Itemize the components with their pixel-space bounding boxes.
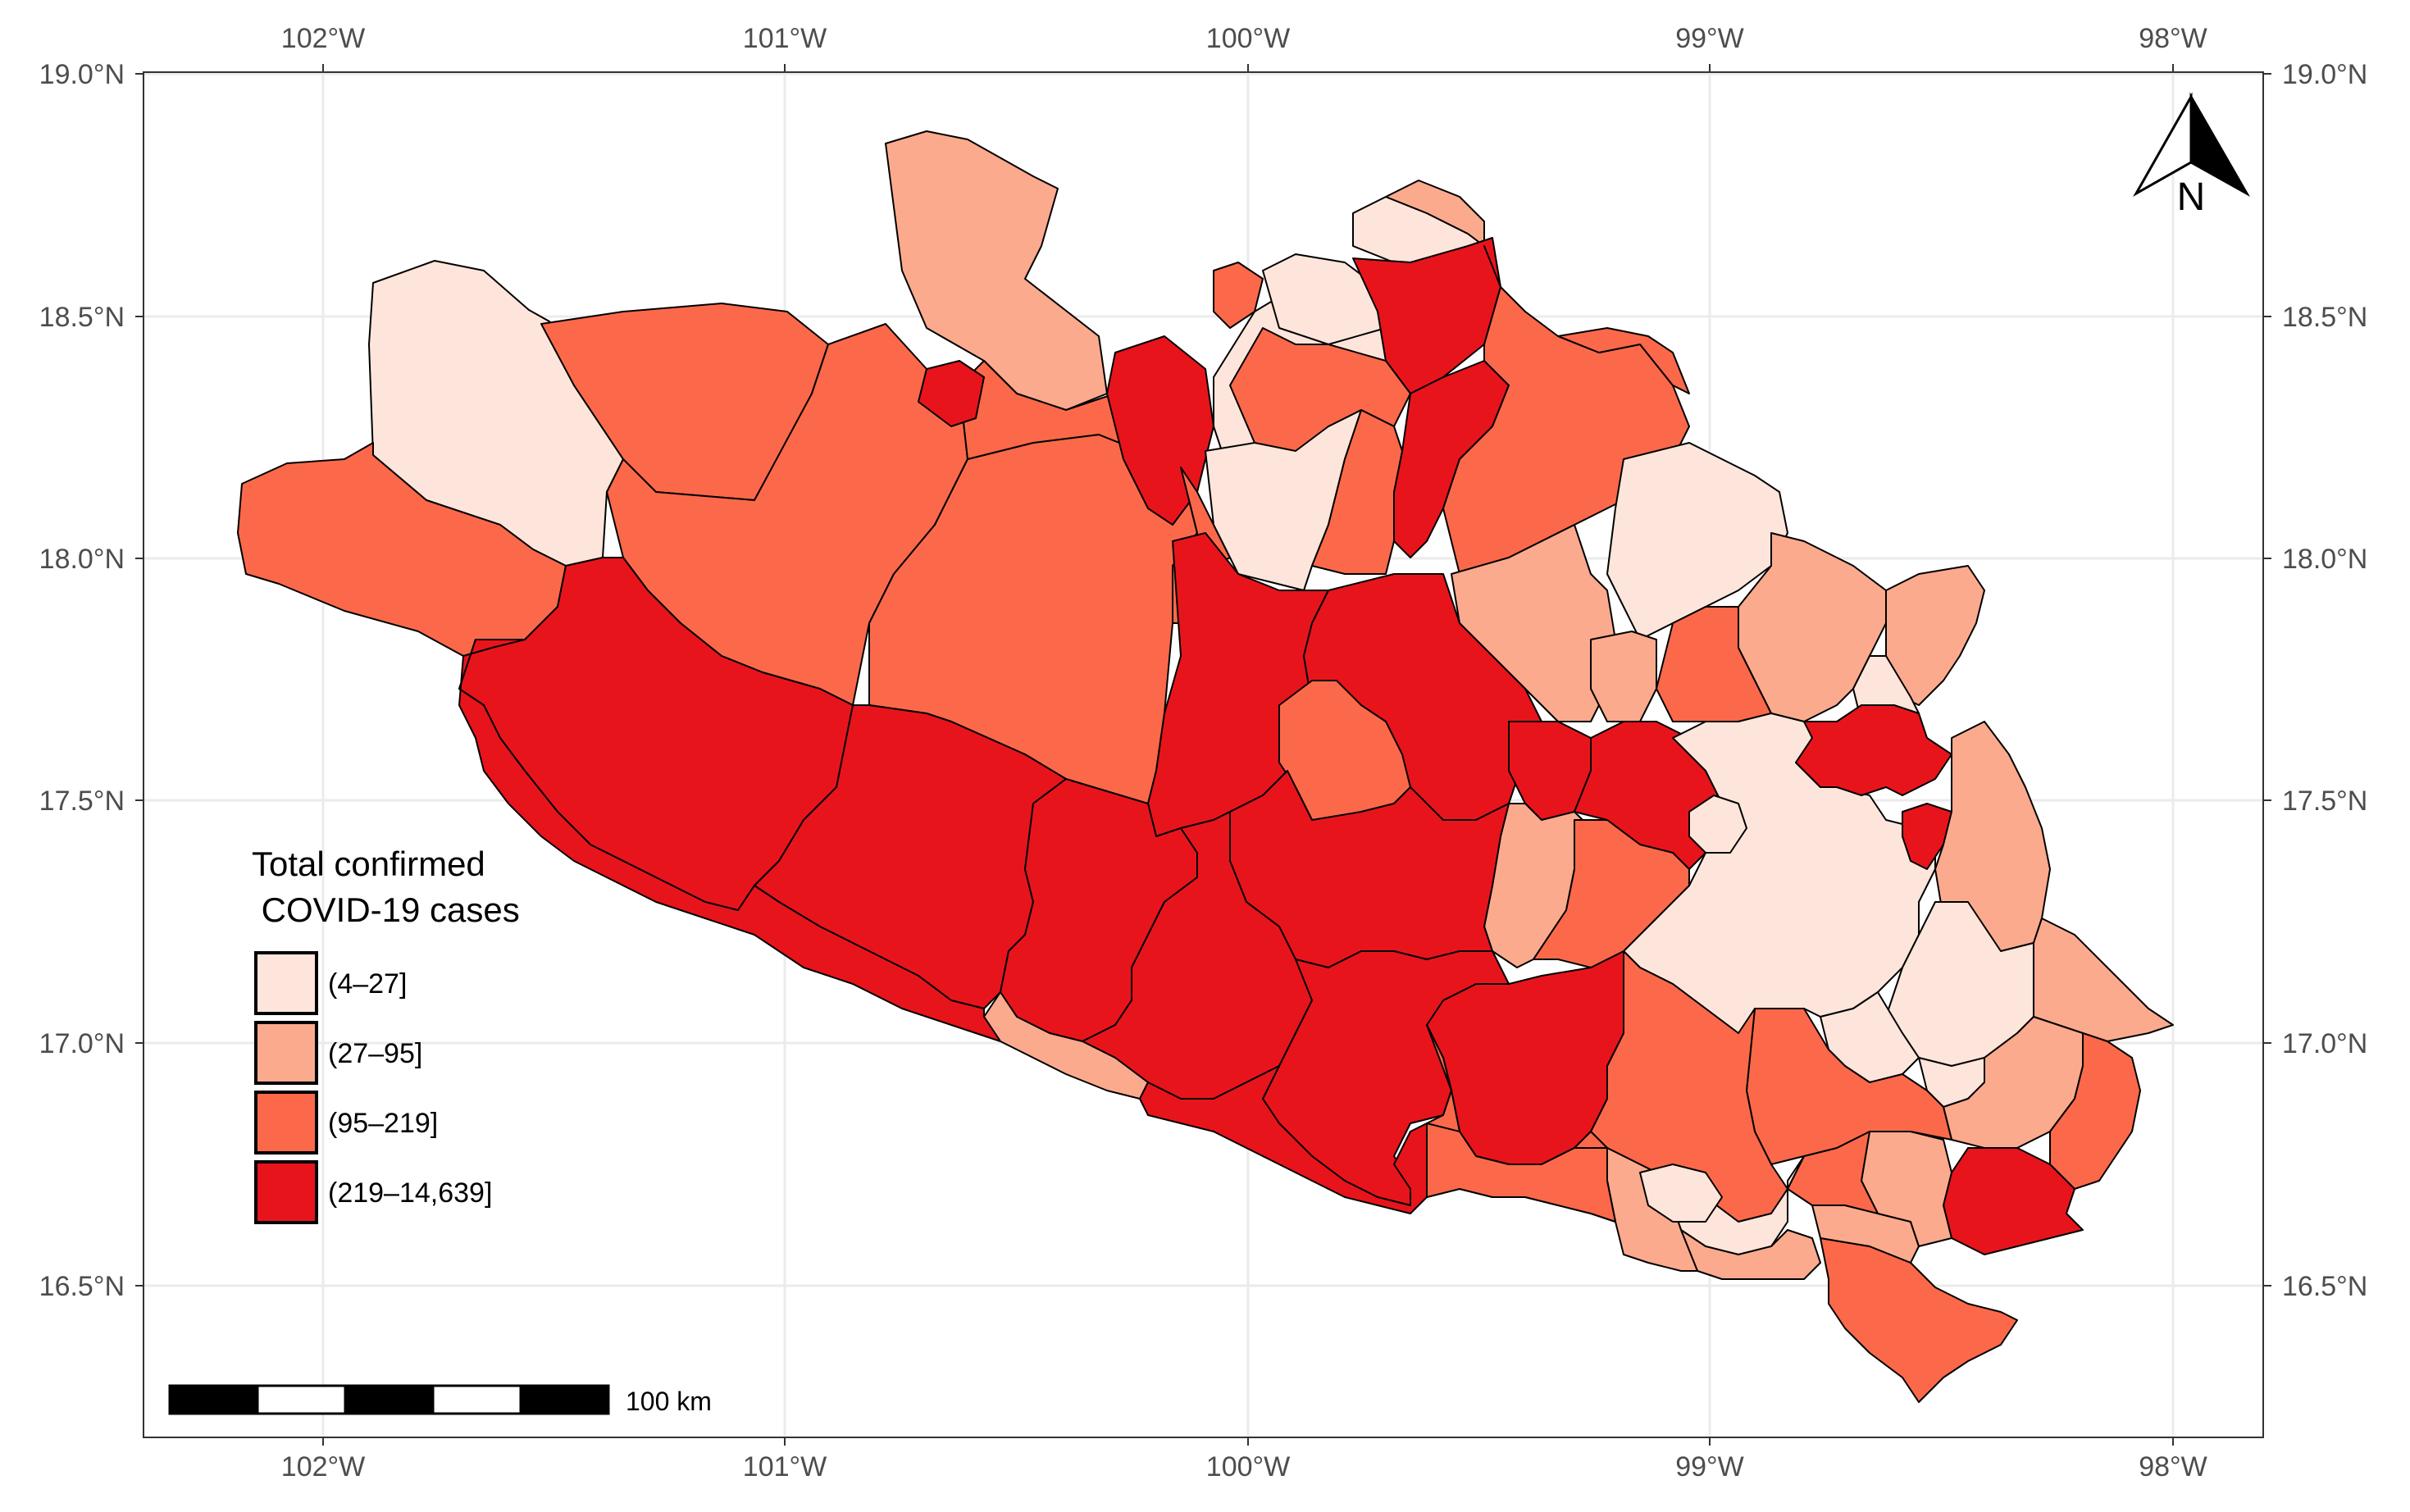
y-tick-right-18: 18.0°N bbox=[2282, 544, 2367, 575]
x-tick-top-98: 98°W bbox=[2139, 23, 2207, 54]
region-light-south-small bbox=[1639, 1164, 1723, 1223]
region-orange-north-c bbox=[1311, 409, 1403, 575]
region-north-peach bbox=[885, 130, 1108, 411]
x-tick-top-100: 100°W bbox=[1206, 23, 1290, 54]
region-orange-northeast-b bbox=[1557, 327, 1690, 394]
scale-bar-outline bbox=[168, 1384, 610, 1415]
scale-seg-4 bbox=[431, 1384, 522, 1415]
legend-swatch-4 bbox=[254, 1160, 318, 1224]
north-arrow-label: N bbox=[2177, 175, 2206, 219]
region-light-middle-island bbox=[1688, 795, 1747, 854]
legend: Total confirmed COVID-19 cases (4–27] (2… bbox=[252, 845, 520, 1224]
region-red-east-center bbox=[1795, 704, 1952, 796]
region-red-coast-bay bbox=[1139, 1065, 1428, 1214]
legend-swatch-3 bbox=[254, 1091, 318, 1154]
scale-seg-1 bbox=[168, 1384, 259, 1415]
x-tick-bottom-99: 99°W bbox=[1675, 1451, 1744, 1482]
north-arrow-right-half bbox=[2189, 92, 2251, 197]
x-tick-top-102: 102°W bbox=[281, 23, 365, 54]
scale-bar-label: 100 km bbox=[626, 1387, 712, 1416]
legend-swatch-1 bbox=[254, 951, 318, 1015]
y-tick-left-18: 18.0°N bbox=[39, 544, 125, 575]
y-tick-right-17: 17.0°N bbox=[2282, 1028, 2367, 1059]
region-orange-east-lower bbox=[2049, 1032, 2141, 1190]
region-orange-north-a bbox=[1213, 262, 1264, 329]
y-tick-left-175: 17.5°N bbox=[39, 786, 125, 817]
scale-seg-3 bbox=[344, 1384, 435, 1415]
region-red-east-small bbox=[1902, 803, 1952, 870]
legend-label-2: (27–95] bbox=[328, 1038, 422, 1069]
x-tick-bottom-101: 101°W bbox=[743, 1451, 827, 1482]
legend-title-line1: Total confirmed bbox=[252, 845, 485, 883]
panel-border bbox=[143, 71, 2264, 1438]
legend-swatch-2 bbox=[254, 1021, 318, 1085]
y-tick-left-165: 16.5°N bbox=[39, 1271, 125, 1302]
region-peach-top bbox=[1385, 180, 1485, 247]
y-tick-right-185: 18.5°N bbox=[2282, 302, 2367, 333]
scale-bar: 100 km bbox=[168, 1384, 712, 1416]
region-red-west-coast bbox=[458, 639, 1001, 1042]
scale-seg-5 bbox=[519, 1384, 610, 1415]
legend-label-1: (4–27] bbox=[328, 968, 407, 1000]
y-tick-left-185: 18.5°N bbox=[39, 302, 125, 333]
region-light-northeast bbox=[1606, 442, 1788, 640]
axis-ticks bbox=[135, 64, 2271, 1446]
regions bbox=[237, 130, 2174, 1403]
region-orange-southeast-bottom bbox=[1820, 1237, 2018, 1403]
y-tick-left-19: 19.0°N bbox=[39, 59, 125, 90]
x-tick-bottom-102: 102°W bbox=[281, 1451, 365, 1482]
region-orange-middle-south bbox=[1533, 819, 1690, 968]
x-tick-top-101: 101°W bbox=[743, 23, 827, 54]
region-peach-middle-b bbox=[1590, 631, 1657, 722]
y-tick-right-19: 19.0°N bbox=[2282, 59, 2367, 90]
y-tick-left-17: 17.0°N bbox=[39, 1028, 125, 1059]
north-arrow: N bbox=[2133, 92, 2251, 219]
x-tick-top-99: 99°W bbox=[1675, 23, 1744, 54]
legend-title-line2: COVID-19 cases bbox=[252, 890, 520, 929]
region-small-red-north bbox=[918, 360, 985, 427]
legend-label-3: (95–219] bbox=[328, 1108, 438, 1139]
legend-label-4: (219–14,639] bbox=[328, 1177, 492, 1209]
scale-seg-2 bbox=[256, 1384, 347, 1415]
region-orange-south-coast-mid bbox=[1426, 1123, 1616, 1223]
region-peach-south-c bbox=[1680, 1229, 1821, 1280]
x-tick-bottom-98: 98°W bbox=[2139, 1451, 2207, 1482]
y-tick-right-175: 17.5°N bbox=[2282, 786, 2367, 817]
x-tick-bottom-100: 100°W bbox=[1206, 1451, 1290, 1482]
y-tick-right-165: 16.5°N bbox=[2282, 1271, 2367, 1302]
